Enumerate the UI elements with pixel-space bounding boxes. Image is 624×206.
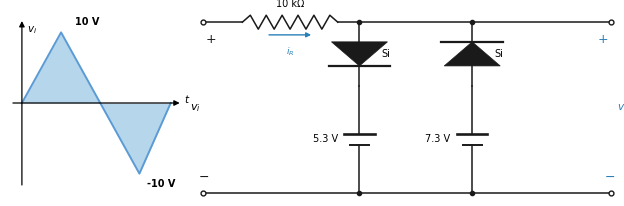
Text: $t$: $t$ xyxy=(185,94,191,105)
Text: 7.3 V: 7.3 V xyxy=(426,135,451,144)
Text: Si: Si xyxy=(381,49,390,59)
Text: -10 V: -10 V xyxy=(147,179,175,189)
Text: $v_i$: $v_i$ xyxy=(190,102,201,114)
Text: 10 kΩ: 10 kΩ xyxy=(276,0,305,9)
Text: $v_o$: $v_o$ xyxy=(618,102,624,114)
Polygon shape xyxy=(444,42,500,66)
Text: −: − xyxy=(605,171,615,184)
Text: 10 V: 10 V xyxy=(75,17,99,27)
Polygon shape xyxy=(331,42,388,66)
Text: 5.3 V: 5.3 V xyxy=(313,135,338,144)
Text: −: − xyxy=(199,171,210,184)
Text: +: + xyxy=(206,33,217,46)
Text: $i_R$: $i_R$ xyxy=(286,46,295,59)
Text: +: + xyxy=(598,33,608,46)
Text: Si: Si xyxy=(494,49,503,59)
Text: $v_i$: $v_i$ xyxy=(27,24,37,36)
